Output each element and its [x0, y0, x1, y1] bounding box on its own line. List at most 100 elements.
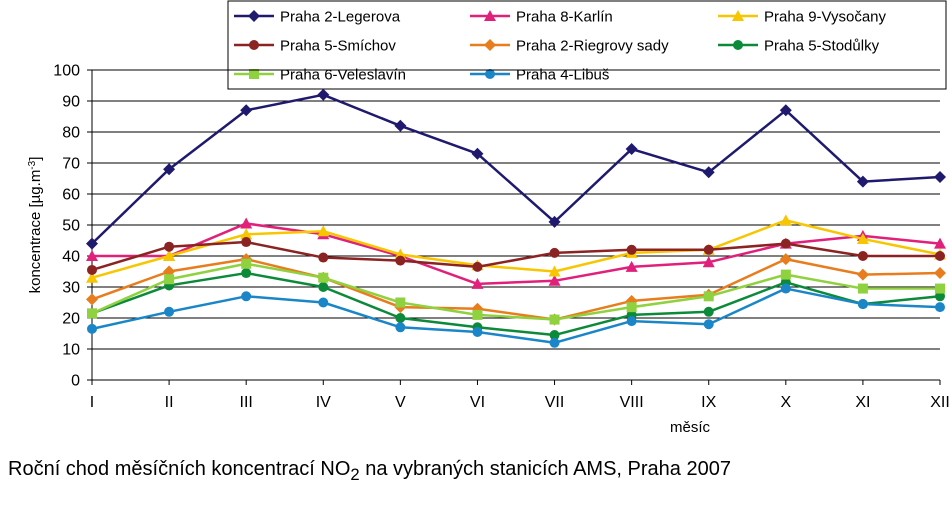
legend-item-praha-8-karlin: Praha 8-Karlín	[470, 9, 613, 26]
data-point	[935, 291, 945, 302]
x-tick-label: XI	[855, 394, 870, 411]
data-point	[87, 264, 97, 275]
legend-item-praha-2-legerova: Praha 2-Legerova	[234, 9, 401, 26]
legend-item-praha-4-libus: Praha 4-Libuš	[470, 67, 609, 84]
data-point	[241, 268, 252, 279]
data-point	[395, 322, 406, 333]
data-point	[856, 268, 869, 281]
data-point	[780, 283, 791, 294]
legend-marker	[484, 39, 496, 51]
y-tick-label: 80	[62, 125, 80, 142]
caption-text: Roční chod měsíčních koncentrací NO	[8, 458, 351, 480]
data-point	[934, 170, 946, 183]
data-point	[317, 225, 330, 237]
data-point	[318, 272, 329, 283]
data-point	[471, 147, 484, 160]
data-point	[163, 163, 176, 176]
legend-label: Praha 2-Riegrovy sady	[516, 38, 669, 55]
data-point	[779, 253, 792, 266]
legend-marker	[485, 69, 495, 79]
series-layer	[86, 88, 946, 348]
data-point	[472, 261, 483, 272]
figure-caption: Roční chod měsíčních koncentrací NO2 na …	[8, 458, 731, 485]
data-point	[780, 269, 791, 280]
data-point	[241, 258, 252, 269]
legend-item-praha-5-smichov: Praha 5-Smíchov	[234, 38, 396, 55]
data-point	[626, 316, 637, 327]
y-axis-title-close: ]	[27, 157, 44, 161]
data-point	[241, 291, 252, 302]
series-line	[91, 240, 940, 272]
data-point	[703, 291, 714, 302]
legend-marker	[484, 10, 496, 21]
legend-label: Praha 4-Libuš	[516, 67, 609, 84]
x-tick-label: IX	[701, 394, 716, 411]
data-point	[856, 175, 869, 188]
data-point	[87, 323, 97, 334]
data-point	[318, 297, 329, 308]
y-axis-title-sup: -3	[27, 160, 38, 169]
legend-label: Praha 2-Legerova	[280, 9, 401, 26]
y-tick-label: 50	[62, 218, 80, 235]
series-praha-2-riegrovy-sady	[86, 253, 946, 326]
data-point	[164, 306, 175, 317]
data-point	[164, 241, 175, 252]
legend-box	[227, 0, 947, 90]
y-tick-label: 100	[53, 63, 80, 80]
series-line	[91, 262, 940, 321]
data-point	[780, 238, 791, 249]
y-axis-title: koncentrace [µg.m-3]	[27, 157, 45, 294]
series-line	[91, 287, 941, 345]
series-praha-5-stodulky	[87, 268, 945, 341]
data-point	[625, 143, 638, 156]
x-tick-label: VIII	[620, 394, 644, 411]
data-point	[934, 237, 946, 249]
data-point	[395, 297, 406, 308]
series-praha-6-veleslavin	[87, 258, 945, 325]
x-tick-label: I	[90, 394, 94, 411]
data-point	[163, 250, 176, 261]
y-tick-label: 90	[62, 94, 80, 111]
caption-subscript: 2	[350, 465, 360, 484]
y-tick-label: 10	[62, 342, 80, 359]
x-tick-label: VI	[470, 394, 485, 411]
data-point	[240, 217, 253, 229]
x-tick-label: X	[780, 394, 791, 411]
data-point	[703, 306, 714, 317]
data-point	[857, 283, 868, 294]
legend-item-praha-5-stodulky: Praha 5-Stodůlky	[718, 38, 880, 55]
data-point	[935, 283, 945, 294]
data-point	[240, 228, 253, 240]
data-point	[317, 88, 330, 101]
data-point	[472, 309, 483, 320]
data-point	[935, 302, 945, 313]
data-point	[394, 119, 407, 132]
caption-rest: na vybraných stanicích AMS, Praha 2007	[359, 458, 731, 480]
data-point	[549, 247, 560, 258]
legend-item-praha-2-riegrovy-sady: Praha 2-Riegrovy sady	[470, 38, 669, 55]
x-tick-label: VII	[545, 394, 565, 411]
x-tick-label: IV	[316, 394, 331, 411]
y-axis-title-main: koncentrace [µg.m	[27, 170, 44, 294]
series-line	[91, 219, 941, 279]
data-point	[625, 260, 638, 272]
data-point	[549, 314, 560, 325]
y-tick-label: 20	[62, 311, 80, 328]
legend-label: Praha 6-Veleslavín	[280, 67, 406, 84]
data-point	[86, 271, 98, 283]
data-point	[86, 237, 98, 250]
legend-label: Praha 8-Karlín	[516, 9, 613, 26]
line-chart: Praha 2-Legerova Praha 8-Karlín Praha 9-Vy…	[27, 0, 950, 436]
data-point	[779, 214, 792, 226]
data-point	[86, 250, 98, 261]
data-point	[626, 244, 637, 255]
data-point	[702, 256, 715, 268]
data-point	[318, 252, 329, 263]
y-tick-label: 70	[62, 156, 80, 173]
series-line	[91, 93, 941, 245]
data-point	[934, 267, 946, 280]
data-point	[702, 166, 715, 179]
y-tick-label: 60	[62, 187, 80, 204]
series-praha-2-legerova	[86, 88, 946, 250]
